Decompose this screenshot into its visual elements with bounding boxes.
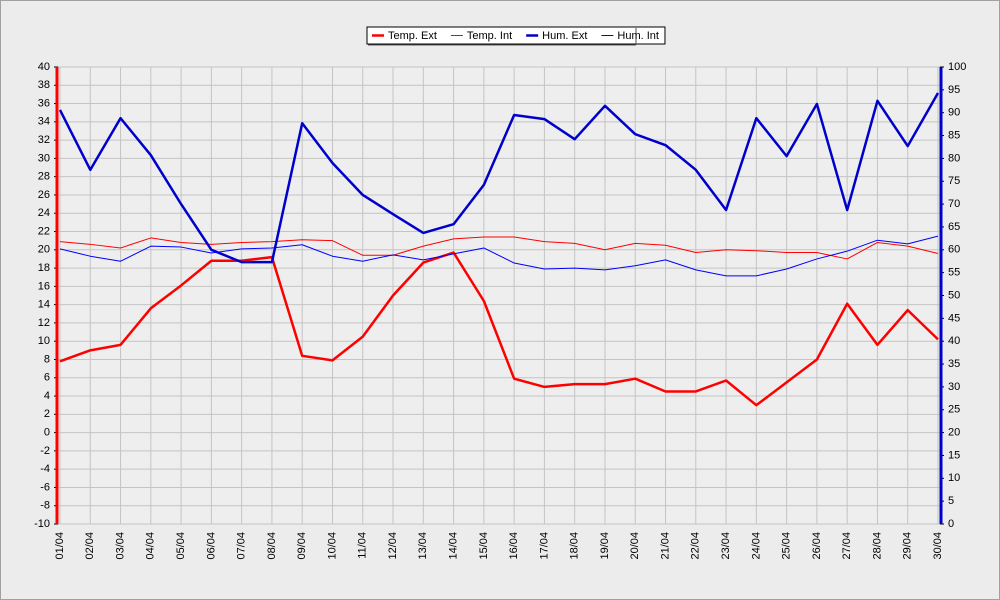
y-tick-label: 6 bbox=[44, 372, 50, 384]
legend-label: Hum. Ext bbox=[542, 30, 587, 42]
x-tick-label: 19/04 bbox=[599, 532, 611, 560]
y-tick-label: 20 bbox=[38, 244, 50, 256]
y-tick-label: 34 bbox=[38, 116, 50, 128]
y-tick-label: 14 bbox=[38, 299, 50, 311]
x-tick-label: 06/04 bbox=[205, 532, 217, 560]
y2-tick-label: 35 bbox=[948, 358, 960, 370]
y-tick-label: 16 bbox=[38, 280, 50, 292]
y-tick-label: 30 bbox=[38, 152, 50, 164]
legend-box bbox=[366, 26, 666, 45]
y-tick-label: 26 bbox=[38, 189, 50, 201]
y2-tick-label: 50 bbox=[948, 289, 960, 301]
x-tick-label: 15/04 bbox=[478, 532, 490, 560]
y2-tick-label: 60 bbox=[948, 244, 960, 256]
x-tick-label: 01/04 bbox=[54, 532, 66, 560]
legend-label: Temp. Ext bbox=[388, 30, 437, 42]
x-tick-label: 28/04 bbox=[871, 532, 883, 560]
y2-tick-label: 95 bbox=[948, 84, 960, 96]
x-tick-label: 02/04 bbox=[84, 532, 96, 560]
y2-tick-label: 80 bbox=[948, 152, 960, 164]
y-tick-label: 0 bbox=[44, 427, 50, 439]
y2-tick-label: 70 bbox=[948, 198, 960, 210]
x-tick-label: 12/04 bbox=[387, 532, 399, 560]
x-tick-label: 10/04 bbox=[326, 532, 338, 560]
x-tick-label: 13/04 bbox=[417, 532, 429, 560]
y-tick-label: -8 bbox=[40, 500, 50, 512]
y2-tick-label: 55 bbox=[948, 267, 960, 279]
x-tick-label: 09/04 bbox=[296, 532, 308, 560]
y2-tick-label: 10 bbox=[948, 472, 960, 484]
x-tick-label: 23/04 bbox=[720, 532, 732, 560]
y-tick-label: 22 bbox=[38, 225, 50, 237]
legend: Temp. Ext Temp. Int Hum. Ext Hum. Int bbox=[366, 26, 666, 46]
x-tick-label: 17/04 bbox=[538, 532, 550, 560]
x-tick-label: 04/04 bbox=[145, 532, 157, 560]
x-tick-label: 20/04 bbox=[629, 532, 641, 560]
y2-tick-label: 20 bbox=[948, 427, 960, 439]
y2-tick-label: 100 bbox=[948, 61, 966, 73]
y2-tick-label: 25 bbox=[948, 404, 960, 416]
x-tick-label: 27/04 bbox=[841, 532, 853, 560]
series-line bbox=[59, 251, 939, 407]
x-tick-label: 05/04 bbox=[175, 532, 187, 560]
y-tick-label: 2 bbox=[44, 408, 50, 420]
y2-tick-label: 15 bbox=[948, 449, 960, 461]
legend-label: Hum. Int bbox=[617, 30, 659, 42]
y-tick-label: 8 bbox=[44, 353, 50, 365]
x-tick-label: 30/04 bbox=[932, 532, 944, 560]
y2-tick-label: 40 bbox=[948, 335, 960, 347]
y-tick-label: 36 bbox=[38, 97, 50, 109]
y-tick-label: 10 bbox=[38, 335, 50, 347]
y2-tick-label: 75 bbox=[948, 175, 960, 187]
plot-area bbox=[57, 66, 941, 525]
x-tick-label: 21/04 bbox=[659, 532, 671, 560]
x-tick-label: 18/04 bbox=[569, 532, 581, 560]
y-tick-label: -4 bbox=[40, 463, 50, 475]
y-tick-label: 18 bbox=[38, 262, 50, 274]
x-tick-label: 14/04 bbox=[447, 532, 459, 560]
x-tick-label: 26/04 bbox=[811, 532, 823, 560]
legend-label: Temp. Int bbox=[467, 30, 512, 42]
y2-tick-label: 85 bbox=[948, 129, 960, 141]
x-tick-label: 29/04 bbox=[902, 532, 914, 560]
y-tick-label: 28 bbox=[38, 171, 50, 183]
x-tick-label: 03/04 bbox=[114, 532, 126, 560]
x-tick-label: 16/04 bbox=[508, 532, 520, 560]
y-tick-label: -6 bbox=[40, 481, 50, 493]
y-tick-label: 40 bbox=[38, 61, 50, 73]
y2-tick-label: 30 bbox=[948, 381, 960, 393]
x-tick-label: 22/04 bbox=[690, 532, 702, 560]
y2-tick-label: 90 bbox=[948, 107, 960, 119]
y-tick-label: 32 bbox=[38, 134, 50, 146]
y-tick-label: -10 bbox=[34, 518, 50, 530]
x-tick-label: 08/04 bbox=[266, 532, 278, 560]
y-tick-label: 4 bbox=[44, 390, 50, 402]
y2-tick-label: 0 bbox=[948, 518, 954, 530]
x-tick-label: 07/04 bbox=[236, 532, 248, 560]
y-tick-label: 24 bbox=[38, 207, 50, 219]
y-tick-label: 38 bbox=[38, 79, 50, 91]
x-tick-label: 24/04 bbox=[750, 532, 762, 560]
x-tick-label: 11/04 bbox=[357, 532, 369, 559]
series-line bbox=[58, 92, 940, 264]
x-tick-label: 25/04 bbox=[781, 532, 793, 560]
y-tick-label: -2 bbox=[40, 445, 50, 457]
y2-tick-label: 45 bbox=[948, 312, 960, 324]
y2-tick-label: 5 bbox=[948, 495, 954, 507]
series-line bbox=[59, 235, 939, 277]
y-tick-label: 12 bbox=[38, 317, 50, 329]
y2-tick-label: 65 bbox=[948, 221, 960, 233]
